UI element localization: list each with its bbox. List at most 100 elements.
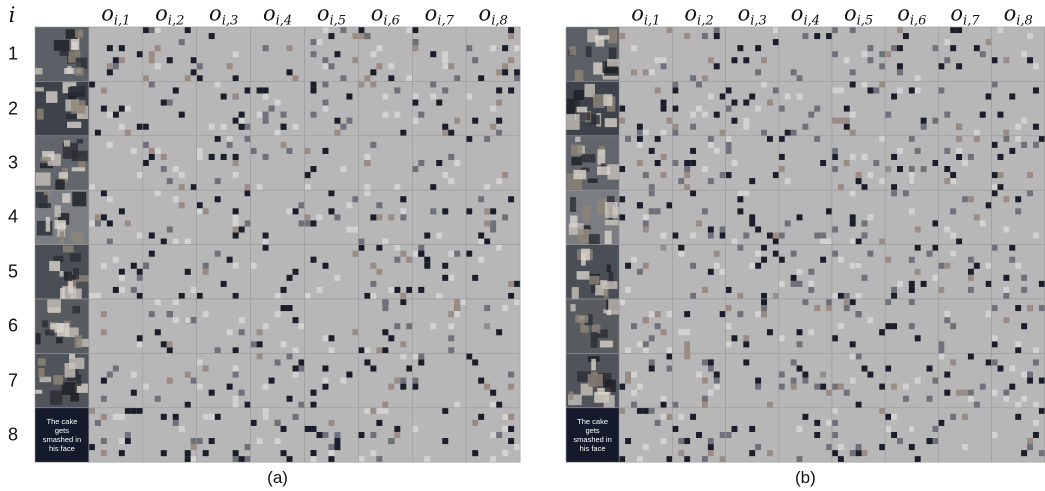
patch	[376, 214, 382, 220]
patch	[726, 323, 732, 329]
patch	[334, 214, 340, 220]
patch	[191, 317, 197, 323]
patch	[814, 384, 820, 390]
row-header: i	[9, 3, 16, 27]
patch	[502, 172, 508, 178]
frame-detail	[76, 58, 88, 69]
patch	[619, 166, 625, 172]
patch	[672, 81, 678, 87]
patch	[802, 299, 808, 305]
header-sub: i,3	[222, 14, 239, 29]
patch	[358, 245, 364, 251]
patch	[394, 87, 400, 93]
patch	[430, 184, 436, 190]
caption-text: The cake gets smashed in his face	[566, 408, 619, 462]
patch	[643, 226, 649, 232]
patch	[113, 414, 119, 420]
patch	[263, 45, 269, 51]
patch	[328, 444, 334, 450]
patch	[832, 420, 838, 426]
patch	[755, 311, 761, 317]
patch	[496, 69, 502, 75]
patch	[684, 33, 690, 39]
patch	[418, 359, 424, 365]
patch	[702, 208, 708, 214]
patch	[832, 432, 838, 438]
patch	[932, 45, 938, 51]
patch	[850, 220, 856, 226]
patch	[107, 69, 113, 75]
patch	[826, 208, 832, 214]
attention-cell	[619, 136, 672, 190]
patch	[191, 69, 197, 75]
patch	[412, 384, 418, 390]
patch	[478, 75, 484, 81]
patch	[666, 118, 672, 124]
patch	[773, 172, 779, 178]
attention-cell	[251, 136, 305, 190]
frame-detail	[50, 390, 62, 404]
patch	[412, 166, 418, 172]
patch	[915, 148, 921, 154]
patch	[879, 239, 885, 245]
patch	[239, 456, 245, 462]
frame-detail	[54, 40, 69, 51]
patch	[245, 456, 251, 462]
patch	[637, 142, 643, 148]
patch	[962, 390, 968, 396]
patch	[245, 220, 251, 226]
frame-detail	[607, 59, 621, 67]
patch	[185, 317, 191, 323]
patch	[1021, 396, 1027, 402]
patch	[950, 323, 956, 329]
patch	[233, 233, 239, 239]
patch	[293, 317, 299, 323]
patch	[791, 384, 797, 390]
patch	[346, 372, 352, 378]
patch	[684, 172, 690, 178]
frame-detail	[570, 197, 576, 212]
patch	[844, 57, 850, 63]
patch	[251, 420, 257, 426]
patch	[791, 69, 797, 75]
patch	[755, 378, 761, 384]
patch	[743, 233, 749, 239]
patch	[310, 166, 316, 172]
frame-detail	[36, 333, 41, 344]
patch	[376, 63, 382, 69]
patch	[514, 45, 520, 51]
patch	[275, 293, 281, 299]
row-label: 8	[8, 425, 18, 446]
patch	[478, 233, 484, 239]
frame-detail	[581, 253, 586, 265]
patch	[862, 154, 868, 160]
patch	[992, 245, 998, 251]
frame-detail	[570, 304, 575, 311]
patch	[310, 426, 316, 432]
patch	[968, 390, 974, 396]
patch	[358, 33, 364, 39]
patch	[761, 57, 767, 63]
frame-detail	[602, 281, 618, 289]
patch	[808, 112, 814, 118]
patch	[773, 251, 779, 257]
patch	[490, 220, 496, 226]
patch	[814, 305, 820, 311]
patch	[619, 384, 625, 390]
patch	[287, 45, 293, 51]
patch	[678, 329, 684, 335]
patch	[631, 69, 637, 75]
patch	[382, 329, 388, 335]
patch	[322, 148, 328, 154]
attention-cell	[885, 27, 938, 81]
patch	[838, 184, 844, 190]
patch	[737, 190, 743, 196]
patch	[257, 341, 263, 347]
patch	[496, 100, 502, 106]
patch	[412, 100, 418, 106]
patch	[743, 341, 749, 347]
patch	[364, 33, 370, 39]
header-base: o	[101, 2, 114, 26]
patch	[1027, 372, 1033, 378]
patch	[944, 148, 950, 154]
